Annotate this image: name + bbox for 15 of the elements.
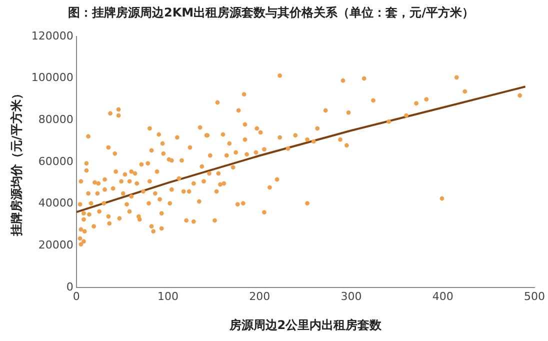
y-tick-label: 80000	[38, 112, 74, 126]
y-tick-label: 0	[66, 280, 74, 294]
x-axis-title: 房源周边2公里内出租房套数	[228, 318, 383, 332]
chart-title: 图：挂牌房源周边2KM出租房源套数与其价格关系（单位：套，元/平方米）	[68, 5, 474, 20]
y-tick-label: 120000	[31, 29, 74, 42]
y-tick-label: 60000	[38, 154, 74, 168]
x-tick-label: 400	[432, 290, 454, 303]
x-tick-label: 500	[524, 290, 545, 303]
y-tick-label: 100000	[31, 71, 74, 84]
y-tick-label: 40000	[38, 196, 74, 210]
y-tick-label: 20000	[38, 238, 74, 252]
y-axis-title: 挂牌房源均价（元/平方米）	[9, 88, 24, 238]
x-tick-label: 300	[340, 290, 362, 303]
x-tick-label: 200	[249, 290, 270, 303]
x-tick-label: 100	[158, 290, 179, 303]
